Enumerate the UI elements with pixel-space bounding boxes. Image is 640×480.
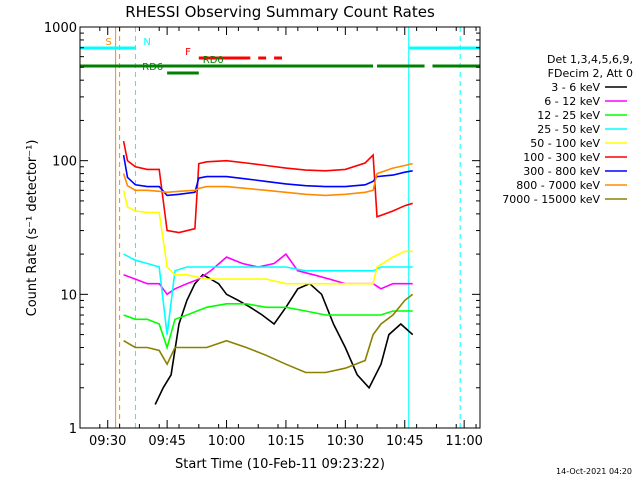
x-tick-label: 09:30 <box>89 434 126 449</box>
legend-label-50-100-kev: 50 - 100 keV <box>530 137 600 150</box>
x-tick-label: 10:30 <box>327 434 364 449</box>
vertical-markers <box>115 27 461 428</box>
series-line-800-7000-kev <box>122 162 413 197</box>
series-line-3-6-kev <box>154 273 414 405</box>
series-line-25-50-kev <box>123 253 413 335</box>
series-line-12-25-kev <box>123 302 413 351</box>
legend-label-3-6-kev: 3 - 6 keV <box>551 81 600 94</box>
flag-bars: S N F RD0 RD6 <box>80 37 480 75</box>
x-tick-label: 11:00 <box>445 434 482 449</box>
axes: 09:30 09:45 10:00 10:15 10:30 10:45 11:00 1 10 10… <box>44 21 483 449</box>
x-tick-label: 10:45 <box>386 434 423 449</box>
y-tick-label: 10 <box>60 288 77 303</box>
legend-label-7000-15000-kev: 7000 - 15000 keV <box>502 193 600 206</box>
x-tick-label: 10:15 <box>267 434 304 449</box>
y-tick-label: 1000 <box>44 21 77 36</box>
legend-title-line-2: FDecim 2, Att 0 <box>548 67 633 80</box>
x-axis-label: Start Time (10-Feb-11 09:23:22) <box>175 457 385 472</box>
series-line-7000-15000-kev <box>123 293 414 374</box>
legend-label-12-25-kev: 12 - 25 keV <box>537 109 600 122</box>
flag-label-s: S <box>105 37 111 48</box>
legend-label-800-7000-kev: 800 - 7000 keV <box>516 179 600 192</box>
flag-label-f: F <box>185 47 191 58</box>
timestamp: 14-Oct-2021 04:20 <box>556 467 632 476</box>
series-line-300-800-kev <box>122 154 413 197</box>
x-tick-label: 10:00 <box>208 434 245 449</box>
x-tick-label: 09:45 <box>148 434 185 449</box>
series-line-100-300-kev <box>122 140 413 234</box>
series-line-6-12-kev <box>123 252 413 296</box>
flag-label-rd0: RD0 <box>203 55 224 66</box>
plot-frame <box>79 26 481 429</box>
legend-label-300-800-kev: 300 - 800 keV <box>523 165 600 178</box>
chart-title: RHESSI Observing Summary Count Rates <box>125 3 435 21</box>
y-tick-label: 1 <box>69 422 77 437</box>
legend-label-25-50-kev: 25 - 50 keV <box>537 123 600 136</box>
flag-label-n: N <box>143 37 150 48</box>
legend-label-6-12-kev: 6 - 12 keV <box>544 95 600 108</box>
y-axis-label: Count Rate (s⁻¹ detector⁻¹) <box>25 140 40 317</box>
legend-label-100-300-kev: 100 - 300 keV <box>523 151 600 164</box>
series-line-50-100-kev <box>122 190 413 285</box>
y-tick-label: 100 <box>52 155 77 170</box>
legend-title-line-1: Det 1,3,4,5,6,9, <box>547 53 633 66</box>
flag-label-rd6: RD6 <box>142 62 163 73</box>
series-lines <box>122 140 414 405</box>
